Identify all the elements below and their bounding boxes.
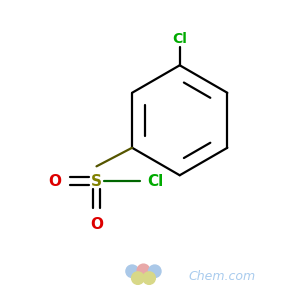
Text: S: S [91,174,102,189]
Text: Cl: Cl [172,32,187,46]
Circle shape [143,272,155,284]
Text: Cl: Cl [147,174,163,189]
Circle shape [126,265,138,278]
Circle shape [148,265,161,278]
Circle shape [137,264,150,277]
Text: Chem.com: Chem.com [189,270,256,283]
Text: O: O [48,174,61,189]
Text: O: O [90,217,103,232]
Circle shape [132,272,144,284]
